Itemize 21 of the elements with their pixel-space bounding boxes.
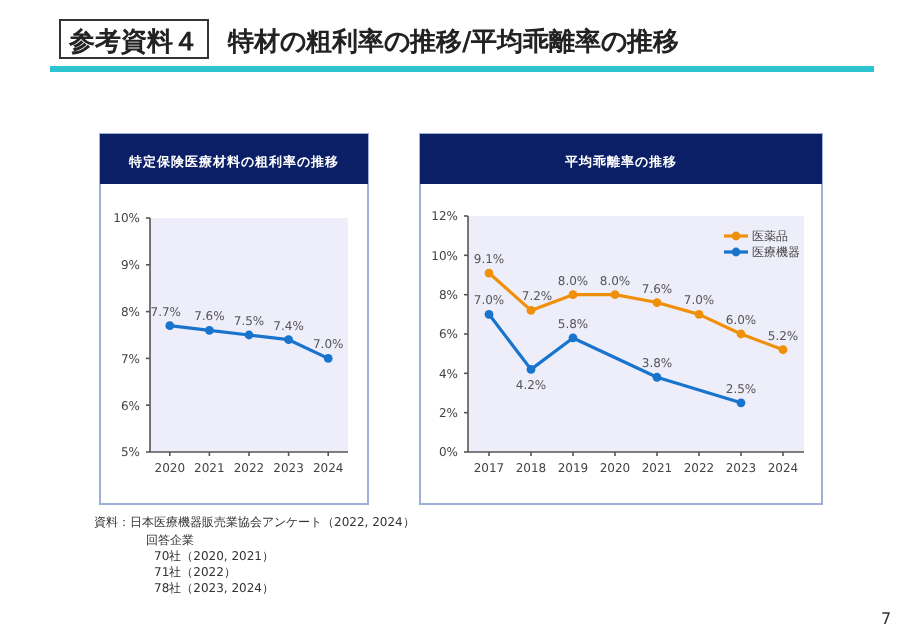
point xyxy=(484,268,494,278)
point xyxy=(652,298,662,307)
point xyxy=(736,329,746,339)
point xyxy=(526,365,536,374)
point xyxy=(244,330,254,340)
point xyxy=(652,372,662,382)
point xyxy=(610,290,620,300)
text: 参考資料４ xyxy=(67,26,199,58)
point xyxy=(694,309,704,319)
point xyxy=(568,333,578,343)
point xyxy=(568,290,578,300)
point xyxy=(205,325,214,335)
point xyxy=(778,345,788,355)
point xyxy=(736,398,746,408)
point xyxy=(484,309,494,319)
point xyxy=(526,306,536,315)
point xyxy=(284,335,293,345)
text: 特材の粗利率の推移/平均乖離率の推移 xyxy=(226,26,680,58)
text: 7 xyxy=(880,610,892,628)
point xyxy=(323,354,333,363)
point xyxy=(165,321,175,331)
